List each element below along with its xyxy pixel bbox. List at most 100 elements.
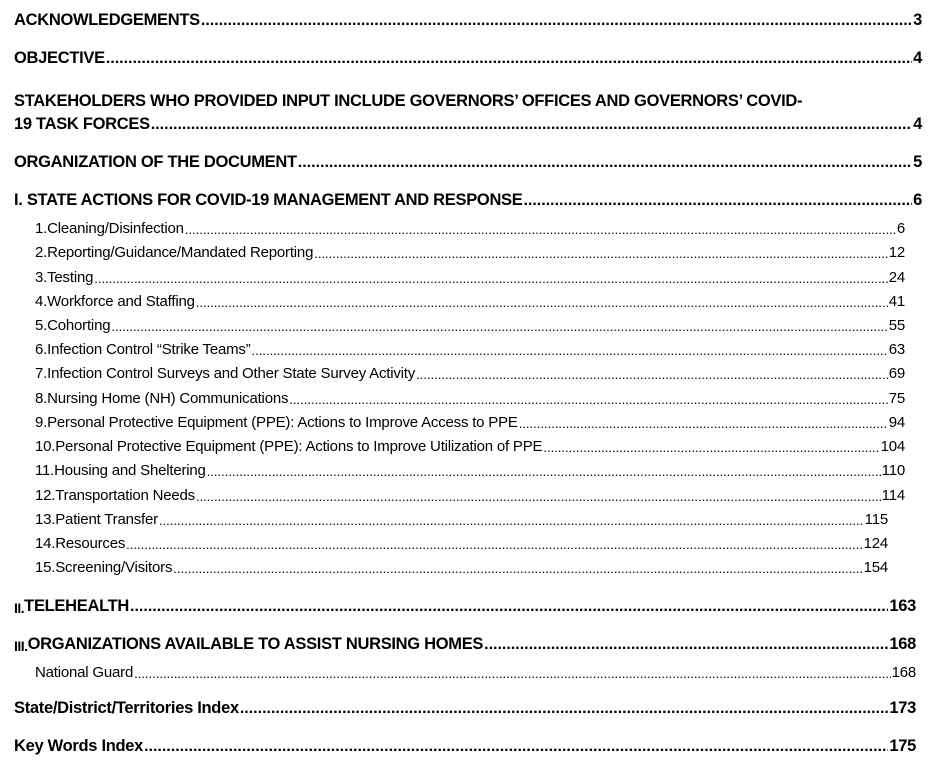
dot-leader bbox=[298, 154, 912, 172]
dot-leader bbox=[173, 561, 862, 576]
section-numeral: III. bbox=[14, 638, 28, 654]
toc-subentry[interactable]: 1.Cleaning/Disinfection 6 bbox=[35, 217, 905, 237]
dot-leader bbox=[111, 319, 887, 334]
toc-page: 104 bbox=[880, 438, 906, 455]
toc-page: 24 bbox=[888, 269, 906, 286]
toc-subentry[interactable]: 10.Personal Protective Equipment (PPE): … bbox=[35, 435, 905, 455]
toc-subentry[interactable]: 3.Testing 24 bbox=[35, 266, 905, 286]
toc-page: 168 bbox=[891, 664, 917, 681]
toc-label: 9.Personal Protective Equipment (PPE): A… bbox=[35, 414, 518, 431]
toc-entry-keywords-index[interactable]: Key Words Index 175 bbox=[14, 734, 916, 756]
toc-entry-organization[interactable]: ORGANIZATION OF THE DOCUMENT 5 bbox=[14, 150, 922, 172]
toc-page: 41 bbox=[888, 293, 906, 310]
toc-subentry[interactable]: National Guard 168 bbox=[35, 661, 916, 681]
toc-page: 55 bbox=[888, 317, 906, 334]
toc-label: 14.Resources bbox=[35, 535, 126, 552]
dot-leader bbox=[289, 392, 887, 407]
dot-leader bbox=[207, 464, 881, 479]
toc-label: State/District/Territories Index bbox=[14, 699, 239, 717]
toc-label: 15.Screening/Visitors bbox=[35, 559, 173, 576]
dot-leader bbox=[252, 343, 888, 358]
toc-subentry[interactable]: 12.Transportation Needs 114 bbox=[35, 484, 905, 504]
toc-entry-acknowledgements[interactable]: ACKNOWLEDGEMENTS 3 bbox=[14, 8, 922, 30]
toc-page: 6 bbox=[913, 191, 922, 209]
toc-subentry[interactable]: 8.Nursing Home (NH) Communications 75 bbox=[35, 387, 905, 407]
toc-subentry[interactable]: 15.Screening/Visitors 154 bbox=[35, 556, 888, 576]
toc-label: OBJECTIVE bbox=[14, 49, 105, 67]
toc-subentry[interactable]: 2.Reporting/Guidance/Mandated Reporting 1… bbox=[35, 241, 905, 261]
dot-leader bbox=[201, 12, 912, 30]
dot-leader bbox=[543, 440, 879, 455]
toc-label: 12.Transportation Needs bbox=[35, 487, 195, 504]
dot-leader bbox=[196, 489, 881, 504]
dot-leader bbox=[134, 666, 890, 681]
toc-page: 94 bbox=[888, 414, 906, 431]
toc-page: 4 bbox=[913, 115, 922, 133]
toc-entry-stakeholders[interactable]: 19 TASK FORCES 4 bbox=[14, 112, 922, 134]
toc-label: 4.Workforce and Staffing bbox=[35, 293, 195, 310]
section-numeral: II. bbox=[14, 600, 25, 616]
dot-leader bbox=[185, 222, 896, 237]
dot-leader bbox=[416, 367, 888, 382]
toc-label: National Guard bbox=[35, 664, 134, 681]
dot-leader bbox=[130, 598, 888, 616]
toc-page: 75 bbox=[888, 390, 906, 407]
toc-label: TELEHEALTH bbox=[24, 597, 130, 615]
toc-entry-state-index[interactable]: State/District/Territories Index 173 bbox=[14, 696, 916, 718]
toc-subentry[interactable]: 6.Infection Control “Strike Teams” 63 bbox=[35, 338, 905, 358]
toc-label: 13.Patient Transfer bbox=[35, 511, 158, 528]
toc-page: 12 bbox=[888, 244, 906, 261]
dot-leader bbox=[196, 295, 888, 310]
dot-leader bbox=[94, 271, 887, 286]
dot-leader bbox=[240, 700, 889, 718]
toc-page: 6 bbox=[896, 220, 905, 237]
toc-label: 2.Reporting/Guidance/Mandated Reporting bbox=[35, 244, 314, 261]
toc-subentry[interactable]: 5.Cohorting 55 bbox=[35, 314, 905, 334]
toc-label: STAKEHOLDERS WHO PROVIDED INPUT INCLUDE … bbox=[14, 92, 803, 110]
dot-leader bbox=[523, 192, 912, 210]
dot-leader bbox=[144, 738, 888, 756]
toc-page: 114 bbox=[881, 487, 906, 504]
toc-entry-section-3[interactable]: III. ORGANIZATIONS AVAILABLE TO ASSIST NU… bbox=[14, 632, 916, 654]
dot-leader bbox=[159, 513, 864, 528]
toc-label: 5.Cohorting bbox=[35, 317, 111, 334]
toc-label: 10.Personal Protective Equipment (PPE): … bbox=[35, 438, 543, 455]
toc-page: 124 bbox=[863, 535, 889, 552]
toc-page: 5 bbox=[913, 153, 922, 171]
toc-page: 63 bbox=[888, 341, 906, 358]
toc-label: I. STATE ACTIONS FOR COVID-19 MANAGEMENT… bbox=[14, 191, 523, 209]
dot-leader bbox=[314, 246, 887, 261]
dot-leader bbox=[106, 50, 912, 68]
toc-page: 163 bbox=[889, 597, 916, 615]
toc-entry-objective[interactable]: OBJECTIVE 4 bbox=[14, 46, 922, 68]
toc-label: 1.Cleaning/Disinfection bbox=[35, 220, 184, 237]
toc-page: 110 bbox=[881, 462, 906, 479]
toc-label: ACKNOWLEDGEMENTS bbox=[14, 11, 200, 29]
toc-page: 115 bbox=[864, 511, 889, 528]
dot-leader bbox=[151, 116, 912, 134]
toc-subentry[interactable]: 13.Patient Transfer 115 bbox=[35, 508, 888, 528]
dot-leader bbox=[126, 537, 862, 552]
toc-subentry[interactable]: 9.Personal Protective Equipment (PPE): A… bbox=[35, 411, 905, 431]
toc-label: 19 TASK FORCES bbox=[14, 115, 150, 133]
toc-subentry[interactable]: 7.Infection Control Surveys and Other St… bbox=[35, 362, 905, 382]
toc-label: 11.Housing and Sheltering bbox=[35, 462, 206, 479]
toc-page: 173 bbox=[889, 699, 916, 717]
toc-subentry[interactable]: 14.Resources 124 bbox=[35, 532, 888, 552]
toc-label: 6.Infection Control “Strike Teams” bbox=[35, 341, 251, 358]
toc-label: ORGANIZATION OF THE DOCUMENT bbox=[14, 153, 297, 171]
toc-page: 4 bbox=[913, 49, 922, 67]
dot-leader bbox=[519, 416, 888, 431]
toc-label: 7.Infection Control Surveys and Other St… bbox=[35, 365, 416, 382]
toc-label: 8.Nursing Home (NH) Communications bbox=[35, 390, 289, 407]
toc-page: 3 bbox=[913, 11, 922, 29]
toc-subentry[interactable]: 11.Housing and Sheltering 110 bbox=[35, 459, 905, 479]
toc-entry-stakeholders-line1[interactable]: STAKEHOLDERS WHO PROVIDED INPUT INCLUDE … bbox=[14, 89, 803, 111]
toc-label: Key Words Index bbox=[14, 737, 144, 755]
toc-label: 3.Testing bbox=[35, 269, 94, 286]
toc-page: 154 bbox=[863, 559, 889, 576]
toc-page: 69 bbox=[888, 365, 906, 382]
toc-entry-section-2[interactable]: II.TELEHEALTH 163 bbox=[14, 594, 916, 616]
toc-subentry[interactable]: 4.Workforce and Staffing 41 bbox=[35, 290, 905, 310]
toc-entry-section-1[interactable]: I. STATE ACTIONS FOR COVID-19 MANAGEMENT… bbox=[14, 188, 922, 210]
